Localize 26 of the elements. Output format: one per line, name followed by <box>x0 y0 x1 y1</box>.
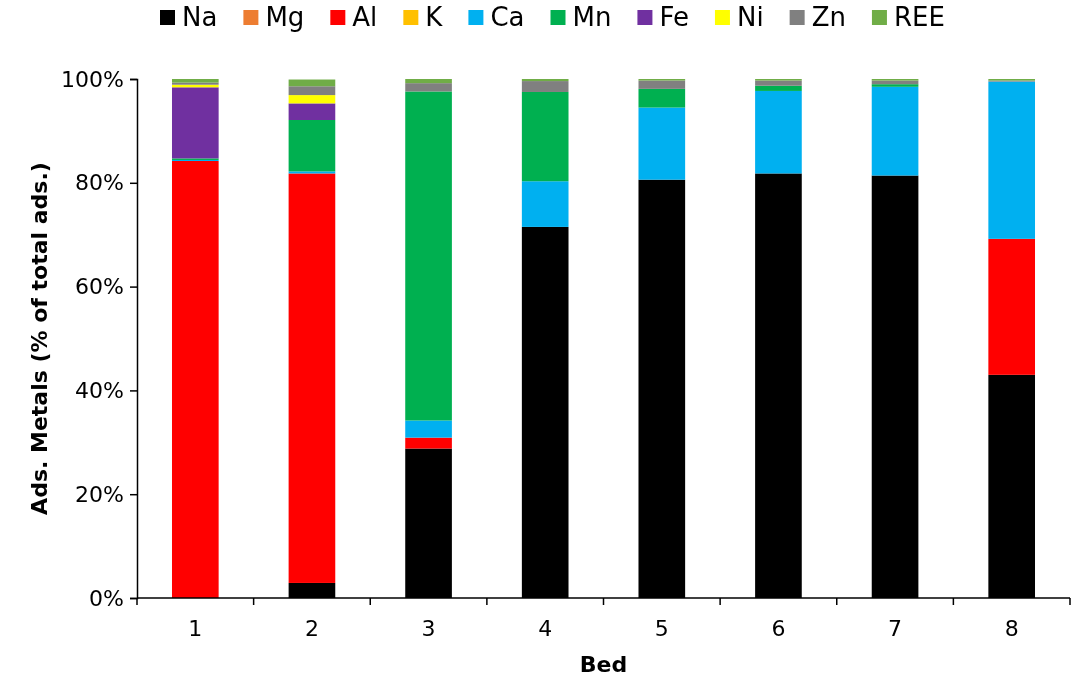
x-tick-label: 3 <box>421 616 436 641</box>
y-tick-label: 0% <box>89 585 124 611</box>
x-tick-label: 1 <box>188 616 203 641</box>
y-tick-label: 60% <box>75 274 124 300</box>
y-tick-label: 80% <box>75 170 124 196</box>
legend-label: Zn <box>811 2 846 32</box>
legend-label: K <box>425 2 444 32</box>
x-tick-label: 4 <box>538 616 553 641</box>
x-tick-label: 5 <box>654 616 669 641</box>
legend-label: Al <box>352 2 378 32</box>
x-axis-title: Bed <box>579 652 628 677</box>
y-tick-label: 40% <box>75 377 124 403</box>
legend-label: Mg <box>265 2 305 32</box>
y-tick-label: 20% <box>75 481 124 507</box>
legend-label: REE <box>893 2 945 32</box>
x-tick-label: 7 <box>888 616 903 641</box>
legend-label: Ni <box>736 2 764 32</box>
x-tick-label: 6 <box>771 616 786 641</box>
y-tick-label: 100% <box>61 66 124 92</box>
legend-label: Ca <box>490 2 525 32</box>
legend-label: Na <box>182 2 218 32</box>
y-axis-title: Ads. Metals (% of total ads.) <box>27 162 52 515</box>
x-tick-label: 2 <box>304 616 319 641</box>
legend-label: Fe <box>659 2 689 32</box>
legend-label: Mn <box>572 2 612 32</box>
x-tick-label: 8 <box>1004 616 1019 641</box>
